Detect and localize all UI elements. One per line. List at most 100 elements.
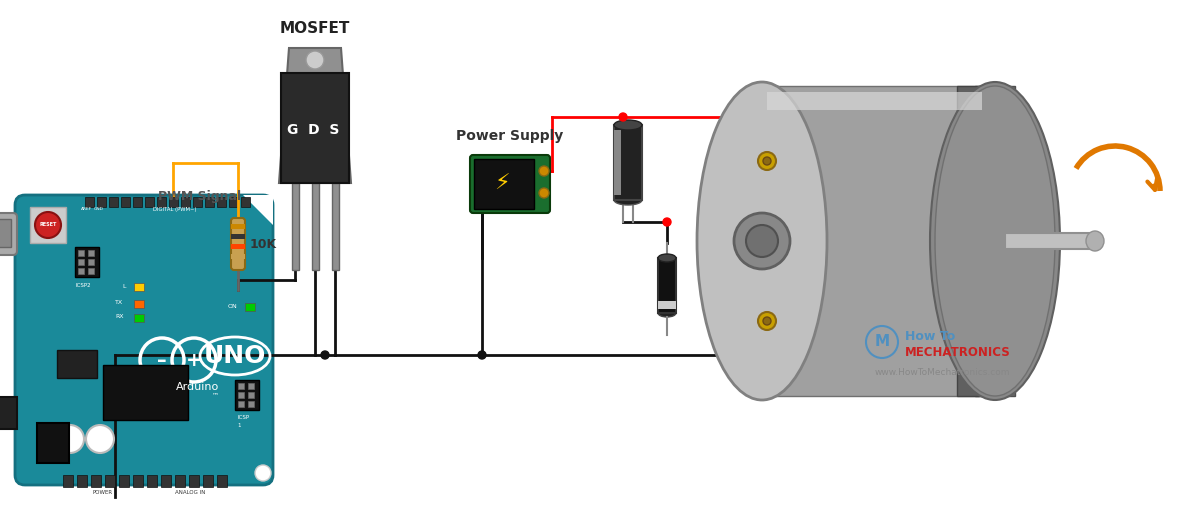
Bar	[190, 475, 199, 487]
Bar	[121, 197, 130, 207]
Text: MOSFET: MOSFET	[280, 21, 350, 36]
Circle shape	[763, 157, 772, 165]
Text: POWER: POWER	[92, 490, 113, 495]
Text: ⚡: ⚡	[494, 174, 510, 194]
Text: AREF: AREF	[82, 207, 92, 211]
Bar	[958, 86, 979, 396]
Bar	[85, 197, 94, 207]
Text: How To: How To	[905, 330, 955, 342]
Text: MECHATRONICS: MECHATRONICS	[905, 345, 1010, 359]
Text: DIGITAL (PWM~): DIGITAL (PWM~)	[154, 206, 197, 211]
Bar	[134, 283, 144, 291]
Bar	[157, 197, 166, 207]
Text: RESET: RESET	[40, 223, 56, 228]
Bar	[30, 207, 66, 243]
Ellipse shape	[1086, 231, 1104, 251]
Text: 10K: 10K	[250, 238, 277, 250]
Bar	[248, 392, 254, 398]
FancyBboxPatch shape	[0, 213, 17, 255]
Bar	[37, 423, 70, 463]
Bar	[614, 130, 622, 195]
Text: Arduino: Arduino	[176, 382, 220, 392]
Bar	[78, 250, 84, 256]
Ellipse shape	[658, 309, 676, 317]
Bar	[78, 268, 84, 274]
Bar	[312, 183, 319, 270]
Bar	[241, 197, 250, 207]
Circle shape	[86, 425, 114, 453]
Bar	[175, 475, 185, 487]
Bar	[238, 383, 244, 389]
FancyBboxPatch shape	[14, 195, 274, 485]
Bar	[109, 197, 118, 207]
Text: ICSP2: ICSP2	[74, 283, 91, 288]
Circle shape	[478, 351, 486, 359]
Circle shape	[734, 213, 790, 269]
Circle shape	[758, 312, 776, 330]
Text: G  D  S: G D S	[287, 123, 340, 137]
Circle shape	[539, 166, 550, 176]
Bar	[103, 365, 188, 420]
Text: M: M	[875, 334, 889, 350]
Bar	[106, 475, 115, 487]
Polygon shape	[242, 195, 274, 225]
Text: ™: ™	[212, 392, 220, 398]
Bar	[145, 197, 154, 207]
Bar	[133, 475, 143, 487]
Polygon shape	[278, 48, 352, 183]
Bar	[74, 247, 98, 277]
Circle shape	[306, 51, 324, 69]
Ellipse shape	[935, 86, 1055, 396]
Circle shape	[662, 218, 671, 226]
Text: RX: RX	[115, 314, 124, 320]
Text: UNO: UNO	[204, 344, 266, 368]
Bar	[235, 380, 259, 410]
Circle shape	[758, 152, 776, 170]
Ellipse shape	[658, 254, 676, 262]
Bar	[205, 197, 214, 207]
Circle shape	[763, 317, 772, 325]
Bar	[217, 197, 226, 207]
Bar	[229, 197, 238, 207]
Bar	[0, 219, 11, 247]
Bar	[217, 475, 227, 487]
Text: Power Supply: Power Supply	[456, 129, 564, 143]
Bar	[238, 392, 244, 398]
Text: GND: GND	[94, 207, 104, 211]
Bar	[762, 86, 992, 396]
Bar	[203, 475, 214, 487]
Text: ANALOG IN: ANALOG IN	[175, 490, 205, 495]
Bar	[614, 125, 642, 200]
Circle shape	[256, 465, 271, 481]
Text: L: L	[122, 284, 126, 290]
Circle shape	[539, 188, 550, 198]
Circle shape	[322, 351, 329, 359]
Bar	[97, 197, 106, 207]
Bar	[0, 397, 17, 429]
Bar	[248, 401, 254, 407]
Bar	[238, 401, 244, 407]
Bar	[134, 314, 144, 322]
Bar	[248, 383, 254, 389]
Text: 1: 1	[238, 423, 240, 428]
Text: ICSP: ICSP	[238, 415, 250, 420]
Bar	[181, 197, 190, 207]
Bar	[193, 197, 202, 207]
Bar	[1006, 233, 1096, 249]
Ellipse shape	[930, 82, 1060, 400]
FancyBboxPatch shape	[470, 155, 550, 213]
Bar	[767, 92, 982, 110]
Bar	[134, 300, 144, 308]
Bar	[133, 197, 142, 207]
Text: +: +	[186, 351, 203, 369]
Bar	[148, 475, 157, 487]
Bar	[169, 197, 178, 207]
Bar	[281, 73, 349, 183]
Ellipse shape	[697, 82, 827, 400]
Bar	[230, 244, 245, 249]
Circle shape	[56, 425, 84, 453]
Text: PWM Signal: PWM Signal	[158, 190, 241, 203]
Bar	[58, 350, 97, 378]
FancyBboxPatch shape	[230, 218, 245, 270]
Bar	[292, 183, 299, 270]
